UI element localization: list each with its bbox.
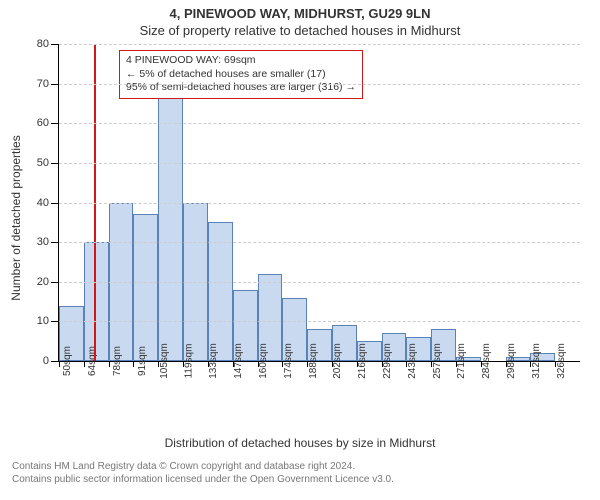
y-tick-label: 70 (37, 78, 59, 90)
x-tick-label: 174sqm (277, 343, 294, 379)
x-tick-label: 243sqm (401, 343, 418, 379)
grid-line (59, 321, 580, 322)
annotation-box: 4 PINEWOOD WAY: 69sqm ← 5% of detached h… (119, 50, 363, 99)
x-tick-label: 202sqm (327, 343, 344, 379)
grid-line (59, 203, 580, 204)
y-tick-label: 40 (37, 197, 59, 209)
x-tick-label: 271sqm (451, 343, 468, 379)
x-tick-label: 326sqm (550, 343, 567, 379)
grid-line (59, 123, 580, 124)
grid-line (59, 282, 580, 283)
bar (133, 214, 158, 361)
y-tick-label: 80 (37, 38, 59, 50)
footer: Contains HM Land Registry data © Crown c… (0, 450, 600, 486)
x-tick-label: 284sqm (475, 343, 492, 379)
footer-line1: Contains HM Land Registry data © Crown c… (12, 460, 588, 473)
bar (84, 242, 109, 361)
y-tick-label: 30 (37, 236, 59, 248)
grid-line (59, 44, 580, 45)
x-tick-label: 133sqm (202, 343, 219, 379)
y-tick-label: 60 (37, 117, 59, 129)
y-tick-label: 50 (37, 157, 59, 169)
x-tick-label: 312sqm (525, 343, 542, 379)
x-tick-label: 229sqm (376, 343, 393, 379)
title-sub: Size of property relative to detached ho… (0, 21, 600, 38)
x-axis-label: Distribution of detached houses by size … (0, 436, 600, 450)
x-tick-label: 78sqm (106, 346, 123, 376)
chart-area: Number of detached properties 50sqm64sqm… (12, 44, 588, 392)
x-tick-label: 119sqm (178, 344, 195, 379)
title-main: 4, PINEWOOD WAY, MIDHURST, GU29 9LN (0, 0, 600, 21)
x-tick-label: 91sqm (131, 346, 148, 376)
x-tick-label: 147sqm (227, 343, 244, 379)
y-tick-label: 0 (43, 355, 59, 367)
x-tick-label: 257sqm (426, 343, 443, 379)
y-tick-label: 10 (37, 315, 59, 327)
plot-region: 50sqm64sqm78sqm91sqm105sqm119sqm133sqm14… (58, 44, 580, 362)
grid-line (59, 242, 580, 243)
x-tick-label: 216sqm (351, 343, 368, 379)
x-tick-label: 188sqm (302, 343, 319, 379)
x-tick-label: 160sqm (252, 343, 269, 379)
grid-line (59, 84, 580, 85)
y-axis-label: Number of detached properties (9, 135, 23, 300)
grid-line (59, 163, 580, 164)
annotation-line2: ← 5% of detached houses are smaller (17) (126, 68, 356, 82)
x-tick-label: 298sqm (500, 343, 517, 379)
footer-line2: Contains public sector information licen… (12, 473, 588, 486)
x-tick-label: 105sqm (153, 343, 170, 379)
annotation-line1: 4 PINEWOOD WAY: 69sqm (126, 54, 356, 68)
y-tick-label: 20 (37, 276, 59, 288)
